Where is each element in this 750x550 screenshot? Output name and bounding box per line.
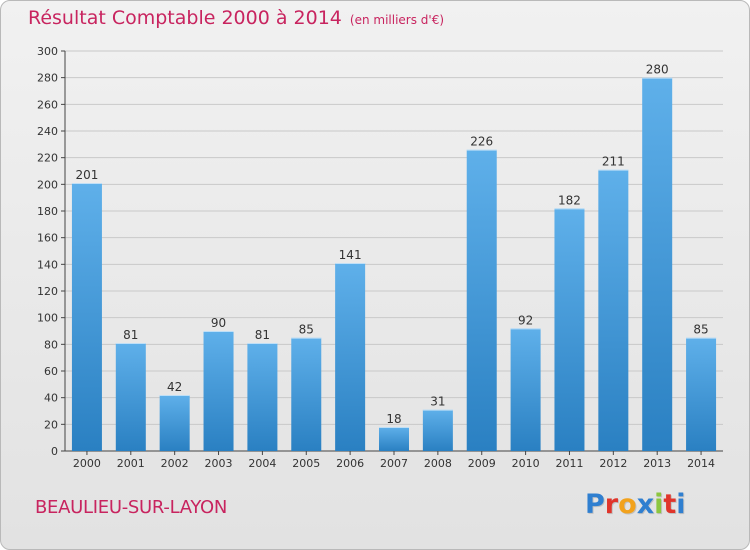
x-tick-label: 2000 xyxy=(73,457,101,470)
bar xyxy=(422,409,453,451)
data-label: 90 xyxy=(211,316,226,330)
data-label: 85 xyxy=(299,323,314,337)
x-tick-label: 2011 xyxy=(555,457,583,470)
data-label: 211 xyxy=(602,155,625,169)
x-tick-label: 2008 xyxy=(424,457,452,470)
x-tick-label: 2001 xyxy=(117,457,145,470)
y-tick-label: 120 xyxy=(37,285,58,298)
x-tick-label: 2014 xyxy=(687,457,715,470)
y-tick-label: 0 xyxy=(51,445,58,458)
bar xyxy=(686,337,717,451)
bar xyxy=(466,149,497,451)
data-label: 182 xyxy=(558,193,581,207)
bar xyxy=(159,395,190,451)
x-tick-label: 2012 xyxy=(599,457,627,470)
x-tick-label: 2009 xyxy=(468,457,496,470)
chart-title: Résultat Comptable 2000 à 2014 xyxy=(28,7,342,29)
bar xyxy=(554,208,585,451)
logo-letter: i xyxy=(676,489,686,520)
bars xyxy=(71,77,717,452)
bar xyxy=(71,183,102,451)
data-label: 226 xyxy=(470,135,493,149)
x-tick-label: 2007 xyxy=(380,457,408,470)
proxiti-logo: Proxiti xyxy=(585,489,686,520)
y-tick-label: 180 xyxy=(37,205,58,218)
x-tick-label: 2010 xyxy=(512,457,540,470)
y-tick-label: 80 xyxy=(44,338,58,351)
data-label: 18 xyxy=(386,412,401,426)
y-tick-label: 40 xyxy=(44,392,58,405)
data-label: 81 xyxy=(123,328,138,342)
bar xyxy=(115,343,146,451)
bar xyxy=(203,331,234,451)
bar xyxy=(335,263,366,451)
y-tick-label: 140 xyxy=(37,258,58,271)
logo-letter: i xyxy=(654,489,664,520)
data-label: 141 xyxy=(339,248,362,262)
logo-letter: P xyxy=(585,489,605,520)
logo-letter: r xyxy=(604,489,619,520)
chart-subtitle: (en milliers d'€) xyxy=(349,13,445,27)
data-label: 81 xyxy=(255,328,270,342)
data-label: 85 xyxy=(693,323,708,337)
y-tick-label: 200 xyxy=(37,178,58,191)
logo-letter: o xyxy=(618,489,637,520)
bar xyxy=(642,77,673,452)
data-labels: 201 81 42 90 81 85 141 18 31 226 92 182 211 280 85 xyxy=(75,63,708,426)
logo-letter: t xyxy=(663,489,677,520)
x-tick-label: 2006 xyxy=(336,457,364,470)
data-label: 42 xyxy=(167,380,182,394)
bar xyxy=(247,343,278,451)
y-tick-label: 20 xyxy=(44,418,58,431)
x-tick-label: 2004 xyxy=(248,457,276,470)
bar xyxy=(510,328,541,451)
y-tick-label: 100 xyxy=(37,312,58,325)
y-tick-label: 60 xyxy=(44,365,58,378)
y-tick-label: 280 xyxy=(37,72,58,85)
title-row: Résultat Comptable 2000 à 2014 (en millie… xyxy=(28,7,444,29)
y-tick-label: 160 xyxy=(37,232,58,245)
commune-name: BEAULIEU-SUR-LAYON xyxy=(35,497,228,518)
y-tick-label: 260 xyxy=(37,98,58,111)
bar xyxy=(379,427,409,451)
x-tick-label: 2013 xyxy=(643,457,671,470)
logo-letter: x xyxy=(636,489,655,520)
bar xyxy=(598,169,629,451)
y-tick-label: 300 xyxy=(37,45,58,58)
x-tick-label: 2003 xyxy=(205,457,233,470)
x-tick-label: 2005 xyxy=(292,457,320,470)
bar xyxy=(291,337,322,451)
data-label: 31 xyxy=(430,395,445,409)
y-tick-label: 240 xyxy=(37,125,58,138)
y-tick-label: 220 xyxy=(37,152,58,165)
x-tick-label: 2002 xyxy=(161,457,189,470)
data-label: 280 xyxy=(646,63,669,77)
data-label: 92 xyxy=(518,313,533,327)
data-label: 201 xyxy=(75,168,98,182)
